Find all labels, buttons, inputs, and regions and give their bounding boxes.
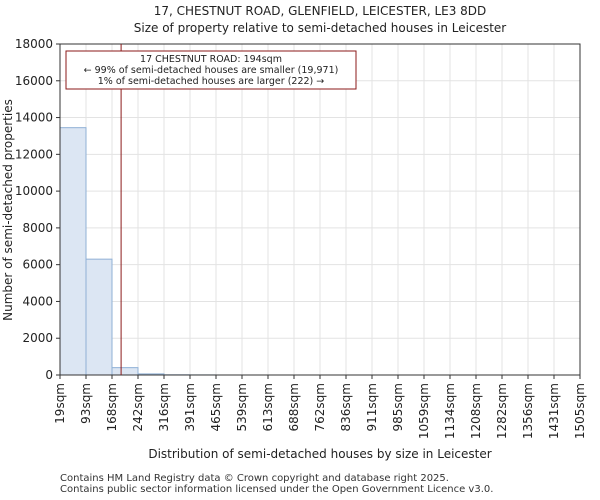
x-tick-label: 1208sqm	[469, 383, 483, 439]
histogram-bar	[59, 127, 87, 376]
annotation-box: 17 CHESTNUT ROAD: 194sqm← 99% of semi-de…	[65, 50, 357, 90]
x-axis-ticks: 19sqm 93sqm 168sqm 242sqm 316sqm 391sqm 465sqm…	[53, 375, 587, 439]
chart-subtitle: Size of property relative to semi-detach…	[134, 21, 507, 35]
chart-title: 17, CHESTNUT ROAD, GLENFIELD, LEICESTER,…	[154, 4, 487, 18]
annotation-line: 17 CHESTNUT ROAD: 194sqm	[140, 54, 282, 65]
y-axis-ticks: 0 2000 4000 6000 8000 10000 12000 14000 16000 180…	[15, 37, 60, 382]
x-tick-label: 613sqm	[261, 383, 275, 431]
x-tick-label: 688sqm	[287, 383, 301, 431]
y-tick-label: 2000	[22, 331, 53, 345]
x-tick-label: 168sqm	[105, 383, 119, 431]
y-tick-label: 8000	[22, 221, 53, 235]
bars-group	[59, 127, 217, 376]
annotation-line: 1% of semi-detached houses are larger (2…	[98, 76, 325, 87]
y-tick-label: 10000	[15, 184, 53, 198]
y-tick-label: 16000	[15, 74, 53, 88]
x-tick-label: 1059sqm	[417, 383, 431, 439]
x-tick-label: 836sqm	[339, 383, 353, 431]
histogram-bar	[85, 258, 113, 376]
x-tick-label: 762sqm	[313, 383, 327, 431]
x-tick-label: 1356sqm	[521, 383, 535, 439]
x-tick-label: 19sqm	[53, 383, 67, 424]
y-tick-label: 4000	[22, 294, 53, 308]
x-tick-label: 1282sqm	[495, 383, 509, 439]
footer-line-2: Contains public sector information licen…	[60, 484, 494, 495]
y-tick-label: 6000	[22, 258, 53, 272]
histogram-bar	[111, 367, 139, 376]
y-tick-label: 18000	[15, 37, 53, 51]
x-tick-label: 1431sqm	[547, 383, 561, 439]
x-tick-label: 539sqm	[235, 383, 249, 431]
y-tick-label: 12000	[15, 147, 53, 161]
x-tick-label: 93sqm	[79, 383, 93, 424]
x-tick-label: 1134sqm	[443, 383, 457, 439]
x-tick-label: 242sqm	[131, 383, 145, 431]
plot-frame	[59, 43, 581, 376]
x-tick-label: 985sqm	[391, 383, 405, 431]
x-tick-label: 465sqm	[209, 383, 223, 431]
gridlines	[59, 43, 581, 376]
annotation-line: ← 99% of semi-detached houses are smalle…	[84, 65, 339, 76]
y-tick-label: 14000	[15, 111, 53, 125]
y-tick-label: 0	[45, 368, 53, 382]
annotation-frame	[65, 50, 357, 90]
footer-line-1: Contains HM Land Registry data © Crown c…	[60, 473, 449, 484]
x-tick-label: 391sqm	[183, 383, 197, 431]
x-axis-label: Distribution of semi-detached houses by …	[148, 447, 491, 461]
x-tick-label: 911sqm	[365, 383, 379, 431]
y-axis-label: Number of semi-detached properties	[1, 99, 15, 321]
x-tick-label: 316sqm	[157, 383, 171, 431]
x-tick-label: 1505sqm	[573, 383, 587, 439]
